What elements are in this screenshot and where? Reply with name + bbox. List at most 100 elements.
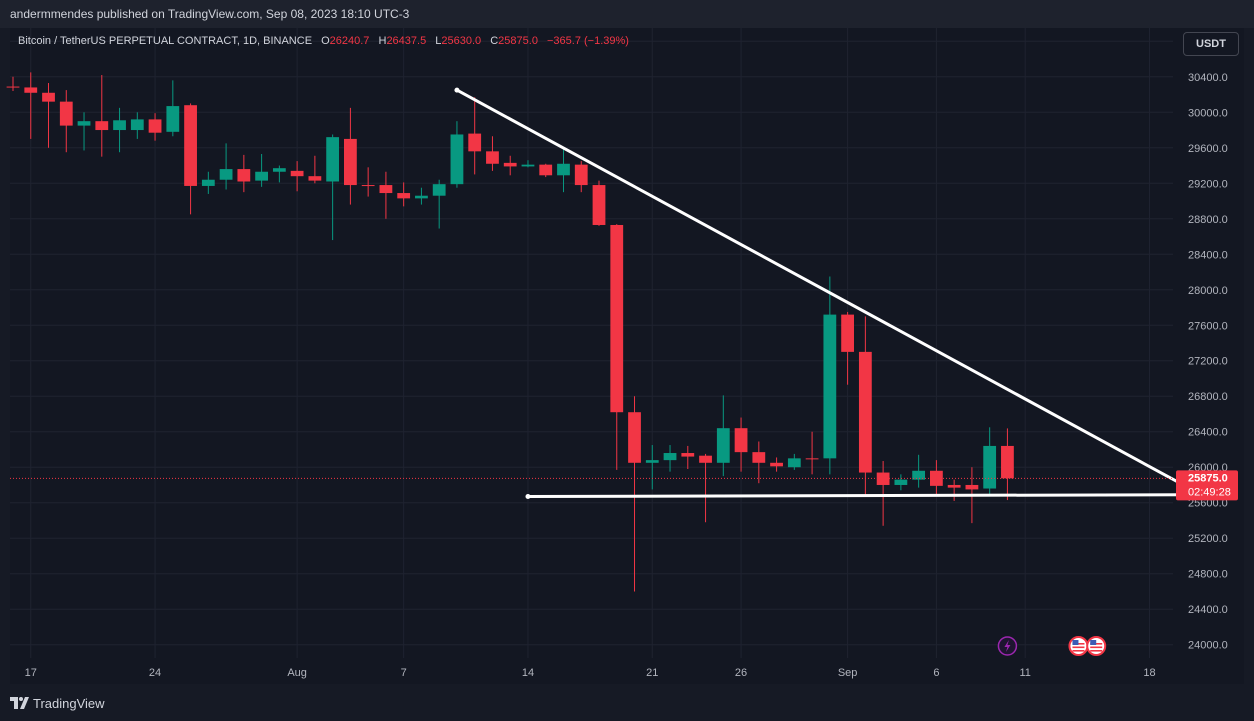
candle[interactable] xyxy=(432,179,446,229)
candle[interactable] xyxy=(734,417,748,472)
candle[interactable] xyxy=(148,113,162,141)
candle[interactable] xyxy=(237,154,251,193)
candle[interactable] xyxy=(610,224,624,470)
candle-body xyxy=(645,460,659,463)
price-tick-label: 30000.0 xyxy=(1188,107,1228,119)
candle-body xyxy=(930,470,943,486)
candle[interactable] xyxy=(95,75,109,157)
candle[interactable] xyxy=(397,182,411,207)
candle[interactable] xyxy=(326,134,340,241)
flag-stripe xyxy=(1072,650,1085,652)
candle[interactable] xyxy=(841,311,854,385)
currency-button[interactable]: USDT xyxy=(1183,32,1239,56)
candle[interactable] xyxy=(787,453,801,470)
trendline[interactable] xyxy=(526,493,1187,499)
candle[interactable] xyxy=(521,160,535,168)
us-flag-event-icon[interactable] xyxy=(1068,636,1089,656)
price-axis: 30800.030400.030000.029600.029200.028800… xyxy=(1188,36,1228,651)
candle[interactable] xyxy=(486,136,499,171)
last-price-value: 25875.0 xyxy=(1188,472,1228,484)
candle[interactable] xyxy=(24,72,38,139)
candle[interactable] xyxy=(876,461,890,526)
candle-body xyxy=(805,458,819,460)
time-tick-label: 21 xyxy=(646,667,658,679)
candle[interactable] xyxy=(983,427,997,496)
candle-body xyxy=(894,479,908,485)
candle[interactable] xyxy=(450,121,464,188)
candle[interactable] xyxy=(166,80,180,137)
candle[interactable] xyxy=(255,154,268,187)
candle[interactable] xyxy=(344,107,357,205)
flag-canton xyxy=(1072,640,1079,645)
tradingview-logo-icon[interactable] xyxy=(10,695,30,711)
candle[interactable] xyxy=(716,395,730,477)
candle[interactable] xyxy=(645,445,659,490)
candle[interactable] xyxy=(113,107,126,153)
us-flag-event-icon[interactable] xyxy=(1086,636,1107,656)
candle[interactable] xyxy=(308,155,322,184)
candle[interactable] xyxy=(930,460,943,495)
price-tick-label: 26400.0 xyxy=(1188,427,1228,439)
candle[interactable] xyxy=(858,316,872,495)
candle-body xyxy=(6,86,20,88)
flag-canton xyxy=(1090,640,1097,645)
candle-body xyxy=(787,458,801,468)
candle-body xyxy=(361,185,375,187)
candle[interactable] xyxy=(557,148,570,193)
flag-stripe xyxy=(1072,646,1085,649)
candle[interactable] xyxy=(823,276,837,475)
candle[interactable] xyxy=(681,445,695,469)
candle-body xyxy=(983,445,997,489)
lightning-event-icon[interactable] xyxy=(997,636,1018,656)
publisher-text: andermmendes published on TradingView.co… xyxy=(10,7,410,21)
candle[interactable] xyxy=(42,83,55,148)
tradingview-brand[interactable]: TradingView xyxy=(33,696,105,711)
candle[interactable] xyxy=(894,474,908,491)
candle-body xyxy=(326,137,340,182)
candle[interactable] xyxy=(361,167,375,197)
candle[interactable] xyxy=(574,161,588,193)
candle[interactable] xyxy=(201,171,215,194)
candle[interactable] xyxy=(130,112,144,139)
trendlines xyxy=(454,87,1187,500)
candle[interactable] xyxy=(503,155,517,176)
candle[interactable] xyxy=(663,445,677,472)
trendline-anchor[interactable] xyxy=(454,87,460,93)
candle[interactable] xyxy=(628,396,641,592)
candle-body xyxy=(592,185,606,225)
candle[interactable] xyxy=(379,171,393,219)
candle[interactable] xyxy=(272,165,286,183)
symbol-name: Bitcoin / TetherUS PERPETUAL CONTRACT, 1… xyxy=(18,35,313,47)
candle[interactable] xyxy=(184,103,197,215)
candle-body xyxy=(415,195,428,199)
flag-stripe xyxy=(1090,650,1103,652)
candle-body xyxy=(610,224,624,413)
candle-body xyxy=(42,92,55,102)
candle[interactable] xyxy=(699,453,712,523)
candle[interactable] xyxy=(468,97,482,175)
candle-body xyxy=(201,179,215,186)
candle[interactable] xyxy=(415,187,428,205)
candle-body xyxy=(947,484,961,488)
candle[interactable] xyxy=(752,441,766,484)
flag-ring xyxy=(1068,636,1089,656)
trendline[interactable] xyxy=(455,88,1187,488)
chart-area[interactable] xyxy=(10,28,1244,684)
candle-body xyxy=(379,185,393,194)
candle[interactable] xyxy=(59,90,73,153)
candle[interactable] xyxy=(947,479,961,501)
candle[interactable] xyxy=(539,163,553,178)
trendline-anchor[interactable] xyxy=(525,494,531,500)
candle[interactable] xyxy=(592,180,606,226)
candle[interactable] xyxy=(912,454,926,488)
candle[interactable] xyxy=(77,112,91,151)
candle[interactable] xyxy=(805,431,819,475)
candle[interactable] xyxy=(290,161,304,192)
candle[interactable] xyxy=(219,143,233,190)
time-tick-label: 6 xyxy=(933,667,939,679)
candle[interactable] xyxy=(1001,428,1014,501)
candle-body xyxy=(24,87,38,93)
candle[interactable] xyxy=(770,457,783,472)
candle[interactable] xyxy=(6,76,20,91)
